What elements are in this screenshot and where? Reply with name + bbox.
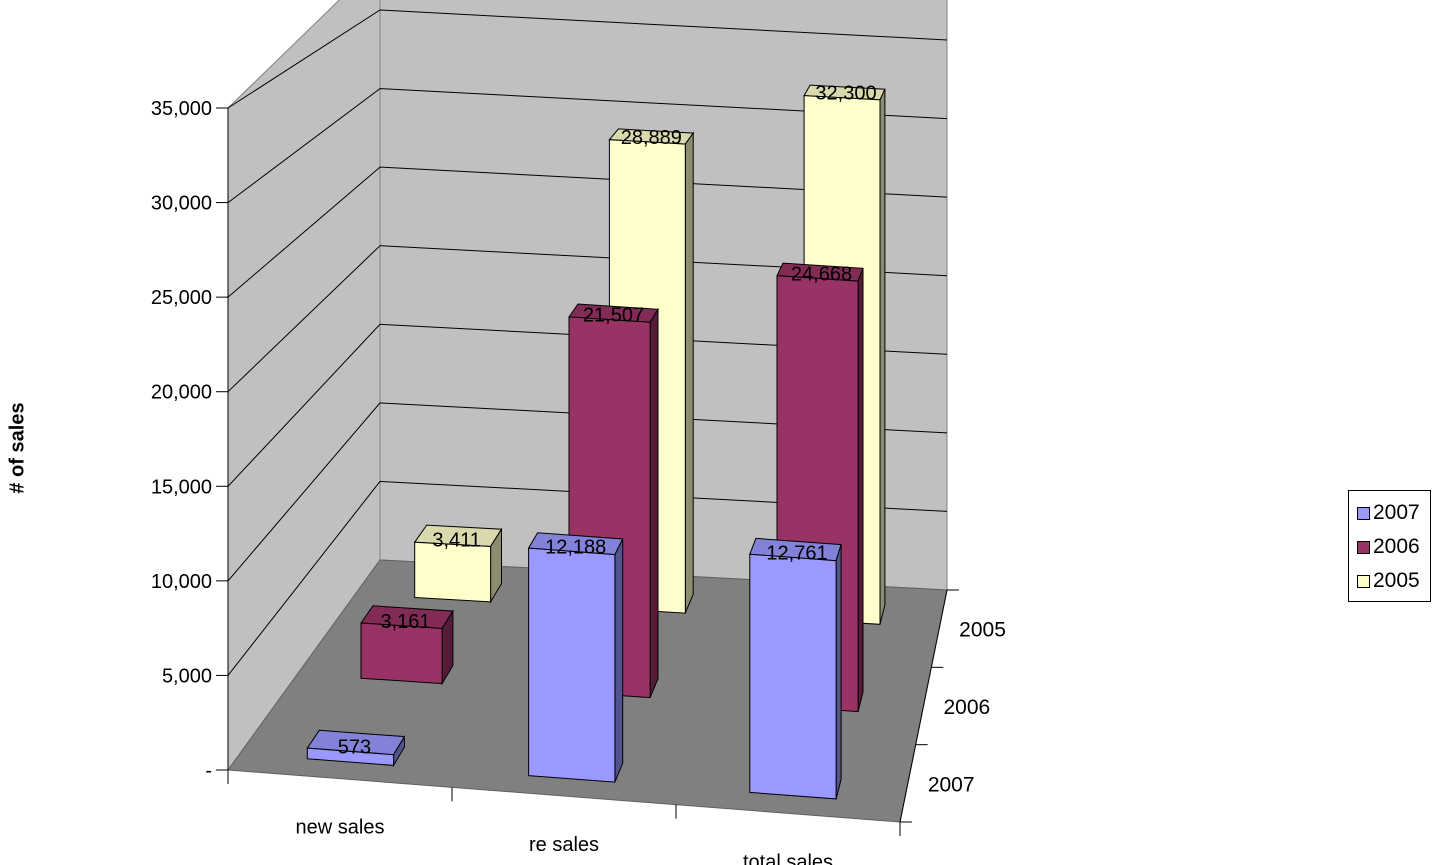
gridline [227,245,948,393]
bar-2007-2: 12,761 [749,537,842,800]
bar-2007-1: 12,188 [527,532,624,783]
depth-axis-line [899,589,948,823]
bar-front [306,747,395,766]
legend-swatch [1357,574,1370,588]
y-tick-label: 25,000 [151,287,212,309]
gridline [227,480,948,676]
y-tick-label: - [205,760,212,782]
depth-label: 2005 [959,619,1006,642]
legend-swatch [1357,540,1370,554]
gridline [227,9,948,109]
legend-label: 2007 [1373,501,1420,524]
y-tick-label: 5,000 [162,665,212,687]
data-label: 12,188 [545,536,606,558]
bars: 3,411 28,889 32,300 3,161 21,507 24,668 573 12,… [306,83,886,800]
bar-2006-0: 3,161 [360,605,454,686]
data-label: 28,889 [621,127,682,149]
gridline [227,88,948,204]
bar-front [360,622,443,685]
y-tick-label: 30,000 [151,193,212,215]
data-label: 21,507 [583,305,644,327]
legend-swatch [1357,506,1370,520]
bar-2005-0: 3,411 [413,524,503,604]
bar-side [684,131,694,614]
legend-item-2006: 2006 [1357,535,1420,559]
legend-label: 2005 [1373,569,1420,592]
y-axis-title: # of sales [6,402,29,494]
category-label: new sales [296,817,385,839]
data-label: 32,300 [815,83,876,105]
bar-front [749,553,837,800]
y-tick-label: 15,000 [151,476,212,498]
data-label: 3,161 [381,611,431,633]
data-label: 24,668 [791,263,852,285]
gridline [227,402,948,582]
bar-side [649,307,659,698]
legend-label: 2006 [1373,535,1420,558]
legend-item-2007: 2007 [1357,501,1420,525]
depth-label: 2006 [944,696,991,719]
y-tick-label: 10,000 [151,571,212,593]
bar-side [835,544,842,800]
axes: - 5,000 10,000 15,000 20,000 25,000 30,000 35,0… [151,98,1006,865]
gridline [227,323,948,487]
bar-front [414,541,492,603]
bar-2007-0: 573 [306,729,406,768]
y-tick-label: 20,000 [151,382,212,404]
data-label: 12,761 [766,542,827,564]
bar-front [528,547,616,783]
data-label: 573 [338,736,371,758]
depth-label: 2007 [928,773,975,796]
gridlines [227,9,948,676]
y-tick-label: 35,000 [151,98,212,120]
gridline [227,166,948,298]
legend-item-2005: 2005 [1357,569,1420,593]
bar-side [614,538,624,783]
category-label: re sales [529,834,599,856]
data-label: 3,411 [432,529,481,551]
legend: 2007 2006 2005 [1348,490,1431,602]
bar-side [879,88,886,625]
bar-side [857,268,864,712]
category-label: total sales [743,851,833,865]
